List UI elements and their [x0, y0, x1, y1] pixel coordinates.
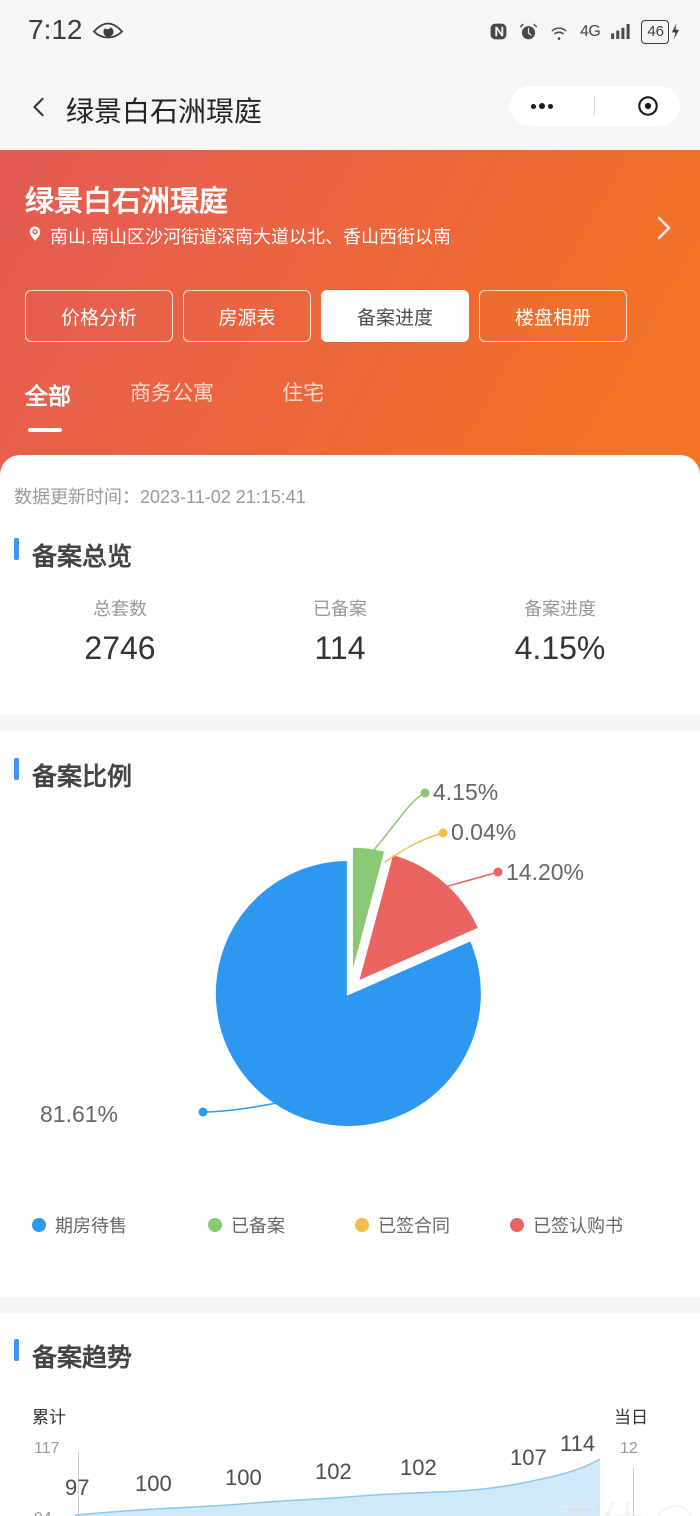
svg-text:114: 114	[560, 1431, 595, 1456]
svg-text:100: 100	[225, 1465, 262, 1490]
svg-text:102: 102	[315, 1459, 352, 1484]
svg-text:107: 107	[510, 1445, 547, 1470]
svg-text:97: 97	[65, 1475, 89, 1500]
svg-text:4.15%: 4.15%	[433, 779, 498, 805]
svg-text:100: 100	[135, 1471, 172, 1496]
svg-text:家仕: 家仕	[555, 1499, 643, 1516]
svg-text:14.20%: 14.20%	[506, 859, 584, 885]
svg-text:102: 102	[400, 1455, 437, 1480]
svg-text:81.61%: 81.61%	[40, 1101, 118, 1127]
svg-text:0.04%: 0.04%	[451, 819, 516, 845]
